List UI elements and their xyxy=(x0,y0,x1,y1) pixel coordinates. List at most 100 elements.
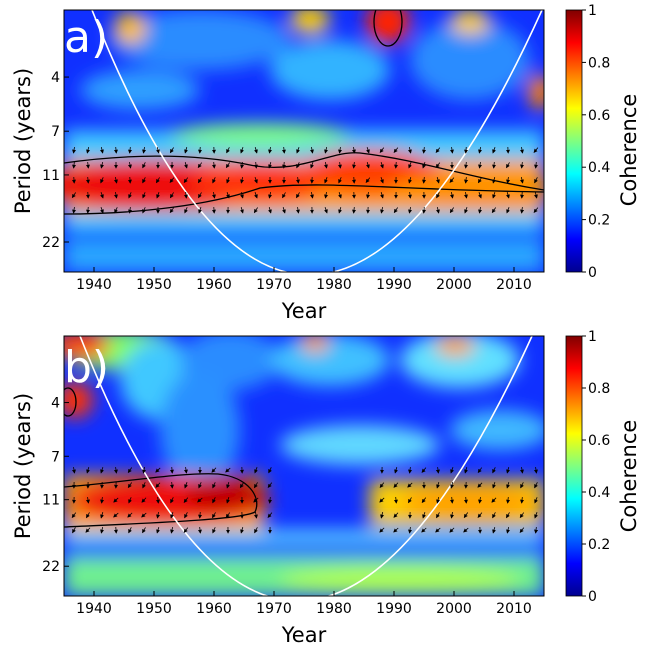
phase-arrow xyxy=(436,192,440,199)
phase-arrow xyxy=(310,162,314,169)
phase-arrow xyxy=(421,527,427,533)
phase-arrow xyxy=(240,527,244,534)
phase-arrow xyxy=(435,147,441,154)
phase-arrow xyxy=(85,161,90,169)
phase-arrow xyxy=(533,207,539,213)
panel-b-significance-contour xyxy=(64,473,258,528)
x-tick-label: 1970 xyxy=(256,601,292,617)
phase-arrow xyxy=(169,147,174,154)
phase-arrow xyxy=(435,466,440,474)
phase-arrow xyxy=(268,146,273,154)
phase-arrow xyxy=(71,192,77,199)
phase-arrow xyxy=(296,192,300,199)
phase-arrow xyxy=(366,147,370,154)
panel-a-cone-of-influence xyxy=(91,10,543,272)
colorbar-tick-label: 0 xyxy=(588,589,597,605)
phase-arrow xyxy=(267,482,273,489)
phase-arrow xyxy=(408,497,412,504)
phase-arrow xyxy=(169,177,175,183)
phase-arrow xyxy=(463,496,468,504)
phase-arrow xyxy=(534,526,539,534)
panel-a-x-axis-label: Year xyxy=(281,299,327,323)
panel-a-y-ticks: 4 7 11 22 xyxy=(42,70,69,251)
colorbar-tick-label: 0.4 xyxy=(588,485,610,501)
phase-arrow xyxy=(155,496,160,504)
phase-arrow xyxy=(365,177,371,184)
phase-arrow xyxy=(86,467,90,474)
phase-arrow xyxy=(253,207,258,214)
phase-arrow xyxy=(240,207,244,214)
phase-arrow xyxy=(239,482,244,489)
phase-arrow xyxy=(183,497,189,504)
y-tick-label: 11 xyxy=(42,168,60,184)
y-tick-label: 4 xyxy=(51,70,60,86)
phase-arrow xyxy=(366,191,371,199)
phase-arrow xyxy=(478,161,483,169)
panel-b-significance-contour-island xyxy=(64,387,77,417)
phase-arrow xyxy=(268,162,272,169)
phase-arrow xyxy=(506,207,510,214)
phase-arrow xyxy=(450,467,454,474)
phase-arrow xyxy=(534,191,538,199)
panel-a: a) 1940 1950 1960 1970 1980 1990 2000 2010 4711… xyxy=(11,3,641,323)
phase-arrow xyxy=(184,162,188,169)
phase-arrow xyxy=(380,206,384,214)
panel-a-phase-arrows xyxy=(71,146,539,214)
phase-arrow xyxy=(226,497,230,504)
phase-arrow xyxy=(268,467,272,474)
phase-arrow xyxy=(407,191,412,199)
phase-arrow xyxy=(225,512,231,519)
phase-arrow xyxy=(240,191,244,199)
phase-arrow xyxy=(183,177,189,184)
phase-arrow xyxy=(212,527,216,534)
y-tick-label: 22 xyxy=(42,559,60,575)
phase-arrow xyxy=(380,511,384,519)
phase-arrow xyxy=(352,161,357,169)
phase-arrow xyxy=(197,526,202,534)
phase-arrow xyxy=(170,497,174,504)
phase-arrow xyxy=(380,192,384,199)
phase-arrow xyxy=(113,512,119,518)
phase-arrow xyxy=(212,482,216,489)
phase-arrow xyxy=(338,146,343,154)
phase-arrow xyxy=(449,146,454,154)
phase-arrow xyxy=(520,176,524,184)
phase-arrow xyxy=(100,146,104,154)
x-tick-label: 1990 xyxy=(376,277,412,293)
x-tick-label: 2000 xyxy=(436,601,472,617)
panel-b-x-ticks: 1940 1950 1960 1970 1980 1990 2000 2010 xyxy=(76,591,532,617)
phase-arrow xyxy=(338,177,342,184)
phase-arrow xyxy=(128,206,133,214)
phase-arrow xyxy=(184,482,188,489)
phase-arrow xyxy=(450,481,454,489)
phase-arrow xyxy=(254,192,258,199)
x-tick-label: 1950 xyxy=(136,277,172,293)
phase-arrow xyxy=(492,512,496,519)
phase-arrow xyxy=(506,526,510,534)
phase-arrow xyxy=(534,482,538,489)
panel-b-frame xyxy=(63,335,545,597)
phase-arrow xyxy=(324,207,328,214)
phase-arrow xyxy=(169,207,175,214)
phase-arrow xyxy=(141,497,147,503)
phase-arrow xyxy=(464,207,468,214)
phase-arrow xyxy=(198,192,202,199)
colorbar-tick-label: 0.2 xyxy=(588,537,610,553)
phase-arrow xyxy=(86,512,90,519)
phase-arrow xyxy=(100,496,105,504)
phase-arrow xyxy=(240,176,244,184)
phase-arrow xyxy=(519,466,524,474)
phase-arrow xyxy=(170,526,174,534)
phase-arrow xyxy=(142,146,147,154)
phase-arrow xyxy=(254,177,258,184)
phase-arrow xyxy=(478,146,482,154)
phase-arrow xyxy=(183,191,188,199)
phase-arrow xyxy=(478,192,482,199)
phase-arrow xyxy=(226,147,230,154)
phase-arrow xyxy=(142,466,147,474)
phase-arrow xyxy=(184,207,188,214)
phase-arrow xyxy=(253,511,258,519)
panel-a-heatmap xyxy=(64,10,544,272)
phase-arrow xyxy=(379,147,385,154)
phase-arrow xyxy=(379,482,385,489)
